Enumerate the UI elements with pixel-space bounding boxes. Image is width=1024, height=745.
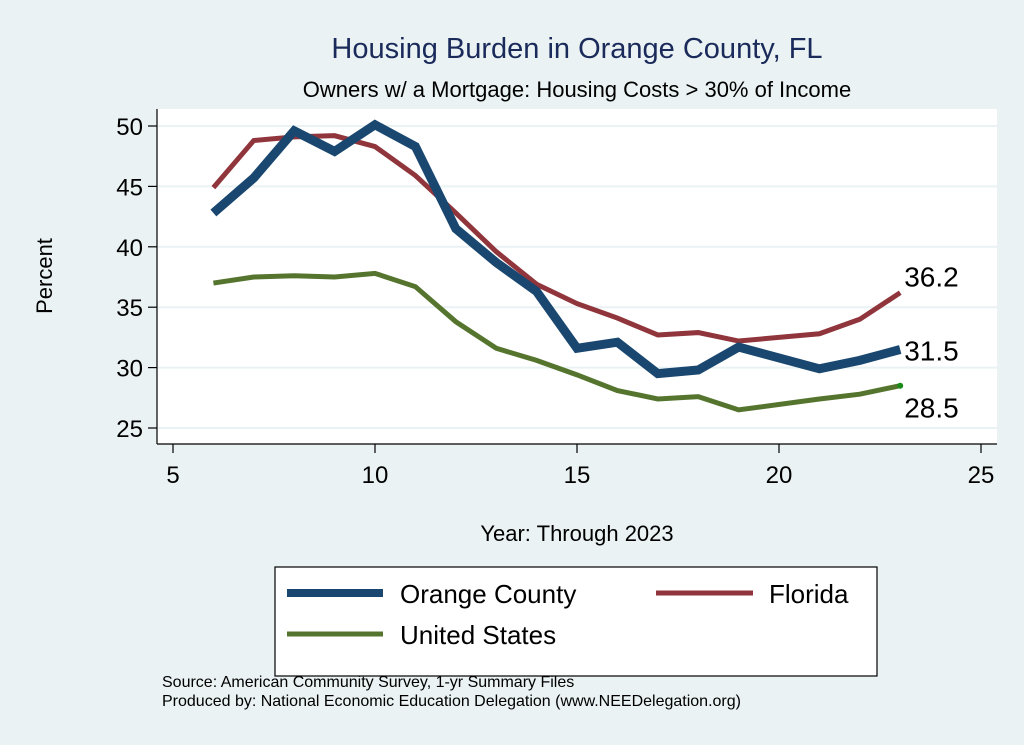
end-label-florida: 36.2: [904, 262, 959, 293]
series-line-united-states: [213, 270, 901, 413]
gridlines: [158, 125, 997, 429]
legend-box: [274, 566, 878, 677]
y-tick-label-30: 30: [116, 356, 143, 383]
source-note: Source: American Community Survey, 1-yr …: [162, 674, 574, 691]
x-axis-ticks: 5 10 15 20 25: [166, 444, 994, 489]
legend-label-united-states: United States: [400, 620, 556, 650]
end-labels: 28.5 36.2 31.5: [904, 262, 959, 424]
y-tick-label-25: 25: [116, 416, 143, 443]
y-tick-label-35: 35: [116, 295, 143, 322]
series-lines: [210, 119, 904, 413]
series-line-orange-county: [210, 119, 902, 379]
chart-title: Housing Burden in Orange County, FL: [331, 33, 822, 65]
end-label-united-states: 28.5: [904, 393, 959, 424]
end-label-orange-county: 31.5: [904, 335, 959, 366]
y-tick-label-45: 45: [116, 174, 143, 201]
y-tick-label-50: 50: [116, 114, 143, 141]
x-axis-title: Year: Through 2023: [480, 521, 673, 546]
legend: Orange County Florida United States: [274, 566, 878, 677]
series-line-florida: [211, 133, 902, 344]
x-tick-label-25: 25: [968, 462, 995, 489]
x-tick-label-20: 20: [766, 462, 793, 489]
x-tick-label-10: 10: [362, 462, 389, 489]
producer-note: Produced by: National Economic Education…: [162, 693, 741, 710]
y-tick-label-40: 40: [116, 235, 143, 262]
x-tick-label-15: 15: [564, 462, 591, 489]
y-axis-ticks: 25 30 35 40 45 50: [116, 114, 157, 443]
legend-label-florida: Florida: [769, 579, 849, 609]
series-end-marker-united-states: [897, 382, 904, 389]
legend-label-orange-county: Orange County: [400, 579, 576, 609]
chart-subtitle: Owners w/ a Mortgage: Housing Costs > 30…: [303, 77, 851, 102]
x-tick-label-5: 5: [166, 462, 179, 489]
y-axis-title: Percent: [32, 238, 57, 314]
